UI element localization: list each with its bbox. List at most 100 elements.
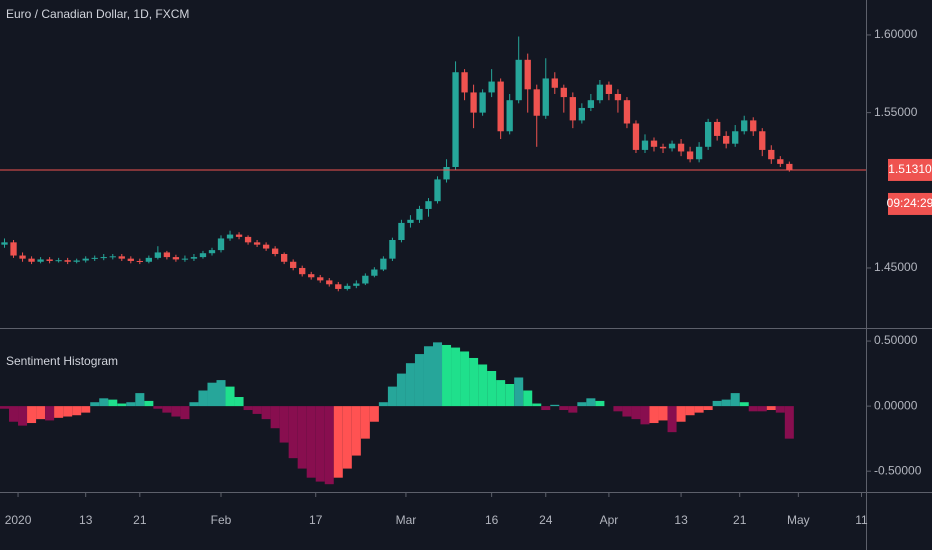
- histogram-bar: [54, 406, 64, 418]
- histogram-bar: [631, 406, 641, 420]
- histogram-bar: [685, 406, 695, 416]
- histogram-bar: [45, 406, 55, 421]
- y-tick-label: 1.60000: [874, 27, 918, 41]
- histogram-bar: [333, 406, 343, 478]
- candle-body: [91, 257, 98, 259]
- histogram-bar: [36, 406, 46, 420]
- candle-body: [55, 260, 62, 262]
- histogram-bar: [640, 406, 650, 425]
- histogram-bar: [198, 390, 208, 407]
- candle-body: [244, 236, 252, 243]
- y-tick-label: 1.55000: [874, 105, 918, 119]
- histogram-bar: [532, 403, 542, 407]
- histogram-bar: [541, 406, 551, 411]
- candle-body: [199, 253, 207, 258]
- candle-body: [452, 72, 459, 167]
- histogram-bar: [360, 406, 370, 439]
- candle-body: [109, 256, 116, 258]
- histogram-bar: [306, 406, 316, 478]
- histogram-bar: [81, 406, 91, 413]
- histogram-bar: [180, 406, 190, 420]
- candle-body: [136, 260, 143, 262]
- histogram-bar: [108, 399, 118, 407]
- candle-body: [317, 277, 324, 281]
- x-tick-label: Apr: [600, 513, 619, 527]
- histogram-bar: [207, 382, 217, 407]
- candle-body: [299, 267, 306, 275]
- histogram-bar: [487, 370, 497, 407]
- candle-body: [470, 92, 477, 113]
- candle-body: [253, 242, 261, 245]
- x-tick-label: 21: [133, 513, 147, 527]
- candle-body: [759, 131, 766, 150]
- candle-body: [786, 163, 793, 170]
- y-tick-label: -0.50000: [874, 463, 922, 477]
- candle-body: [434, 179, 441, 202]
- candle-body: [371, 269, 378, 276]
- countdown-label: 09:24:29: [887, 196, 932, 210]
- histogram-bar: [135, 393, 145, 407]
- candle-body: [425, 201, 432, 209]
- candle-body: [398, 222, 405, 241]
- candle-body: [28, 258, 35, 262]
- candle-body: [741, 120, 748, 132]
- candle-body: [217, 238, 225, 251]
- y-tick-label: 0.50000: [874, 333, 918, 347]
- histogram-bar: [261, 406, 271, 420]
- histogram-bar: [775, 406, 785, 413]
- histogram-bar: [342, 406, 352, 469]
- candle-body: [551, 78, 558, 88]
- histogram-bar: [297, 406, 307, 469]
- candle-body: [578, 107, 586, 121]
- x-tick-label: 13: [674, 513, 688, 527]
- candle-body: [407, 219, 414, 223]
- candle-body: [488, 81, 495, 93]
- histogram-bar: [63, 406, 73, 417]
- candle-body: [362, 275, 369, 284]
- candle-body: [605, 84, 613, 94]
- histogram-bar: [216, 380, 226, 407]
- histogram-bar: [423, 346, 433, 407]
- x-tick-label: 17: [309, 513, 323, 527]
- candle-body: [524, 59, 531, 90]
- x-tick-label: 13: [79, 513, 93, 527]
- candle-body: [569, 97, 576, 121]
- histogram-bar: [649, 406, 659, 424]
- candle-body: [695, 146, 703, 160]
- candle-body: [326, 280, 333, 285]
- candle-body: [181, 258, 189, 260]
- x-tick-label: May: [787, 513, 810, 527]
- histogram-bar: [703, 406, 713, 411]
- histogram-bar: [126, 402, 136, 407]
- histogram-bar: [505, 384, 515, 407]
- histogram-bar: [351, 406, 361, 456]
- histogram-bar: [414, 354, 424, 407]
- candle-body: [461, 72, 468, 93]
- histogram-bar: [523, 390, 533, 407]
- candle-body: [659, 146, 667, 149]
- x-tick-label: 21: [733, 513, 747, 527]
- candle-body: [750, 120, 757, 132]
- candle-body: [1, 242, 8, 245]
- candle-body: [208, 250, 216, 254]
- candle-body: [46, 259, 53, 261]
- candle-body: [768, 149, 775, 160]
- histogram-bar: [667, 406, 677, 433]
- histogram-bar: [387, 386, 397, 407]
- candle-body: [127, 258, 134, 261]
- histogram-bar: [72, 406, 82, 416]
- last-price-box: [888, 158, 932, 181]
- histogram-bar: [559, 406, 569, 411]
- histogram-bar: [162, 406, 172, 413]
- histogram-bar: [315, 406, 325, 482]
- histogram-bar: [234, 397, 244, 407]
- candle-body: [497, 81, 504, 132]
- candle-body: [389, 240, 396, 259]
- candle-body: [723, 135, 730, 144]
- histogram-bar: [613, 406, 623, 412]
- histogram-bar: [369, 406, 379, 422]
- histogram-bar: [225, 386, 235, 407]
- histogram-bar: [9, 406, 19, 422]
- candle-body: [614, 93, 622, 101]
